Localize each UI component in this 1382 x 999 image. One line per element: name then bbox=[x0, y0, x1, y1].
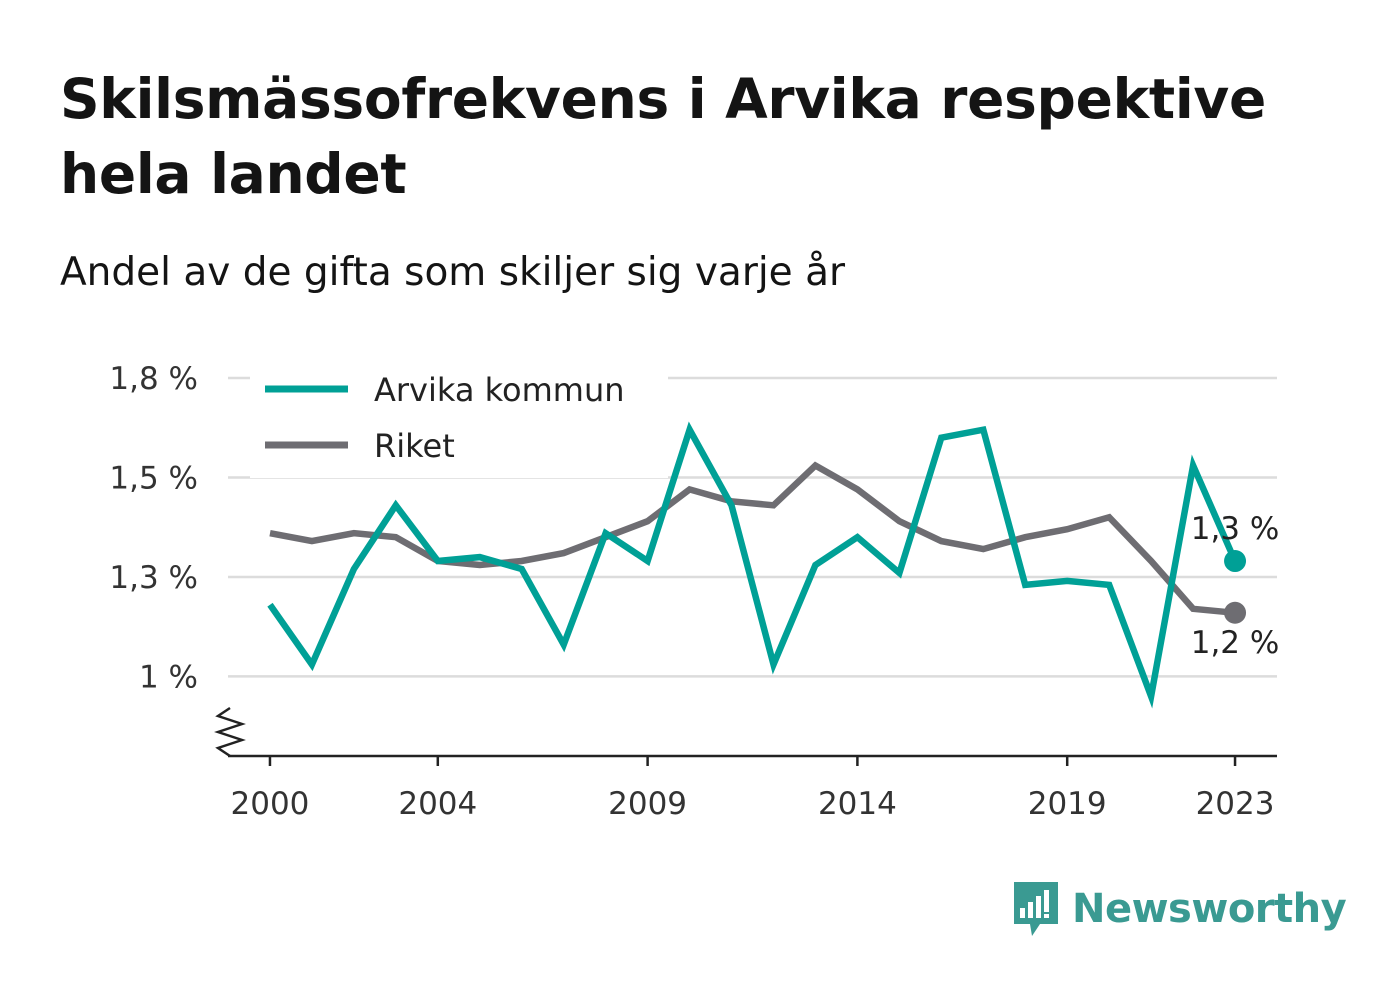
newsworthy-logo: Newsworthy bbox=[1010, 876, 1347, 942]
x-tick-label: 2014 bbox=[818, 786, 897, 822]
x-tick-label: 2000 bbox=[231, 786, 310, 822]
legend-background bbox=[250, 360, 668, 478]
legend: Arvika kommun Riket bbox=[250, 360, 668, 478]
end-value-label: 1,3 % bbox=[1191, 511, 1280, 547]
bar-chart-speech-icon bbox=[1014, 882, 1058, 936]
y-axis: 1 % 1,3 % 1,5 % 1,8 % bbox=[109, 361, 198, 695]
y-tick-label: 1,3 % bbox=[109, 560, 198, 596]
legend-label: Arvika kommun bbox=[374, 371, 625, 409]
y-tick-label: 1,8 % bbox=[109, 361, 198, 397]
axis-break-mark bbox=[214, 706, 246, 758]
end-labels: 1,3 % 1,2 % bbox=[1191, 511, 1280, 661]
series-end-point bbox=[1224, 550, 1247, 573]
legend-label: Riket bbox=[374, 427, 455, 465]
series-lines bbox=[267, 421, 1247, 709]
x-tick-label: 2019 bbox=[1028, 786, 1107, 822]
end-value-label: 1,2 % bbox=[1191, 625, 1280, 661]
y-tick-label: 1,5 % bbox=[109, 460, 198, 496]
x-tick-label: 2004 bbox=[398, 786, 477, 822]
x-tick-label: 2023 bbox=[1196, 786, 1275, 822]
x-tick-label: 2009 bbox=[608, 786, 687, 822]
brand-name: Newsworthy bbox=[1072, 886, 1347, 932]
series-end-point bbox=[1224, 601, 1247, 624]
chart-title: Skilsmässofrekvens i Arvika respektive h… bbox=[60, 67, 1266, 206]
x-axis: 2000 2004 2009 2014 2019 2023 bbox=[214, 706, 1277, 822]
y-tick-label: 1 % bbox=[139, 659, 198, 695]
series-line-arvika-kommun bbox=[267, 421, 1238, 709]
chart-subtitle: Andel av de gifta som skiljer sig varje … bbox=[60, 250, 846, 295]
